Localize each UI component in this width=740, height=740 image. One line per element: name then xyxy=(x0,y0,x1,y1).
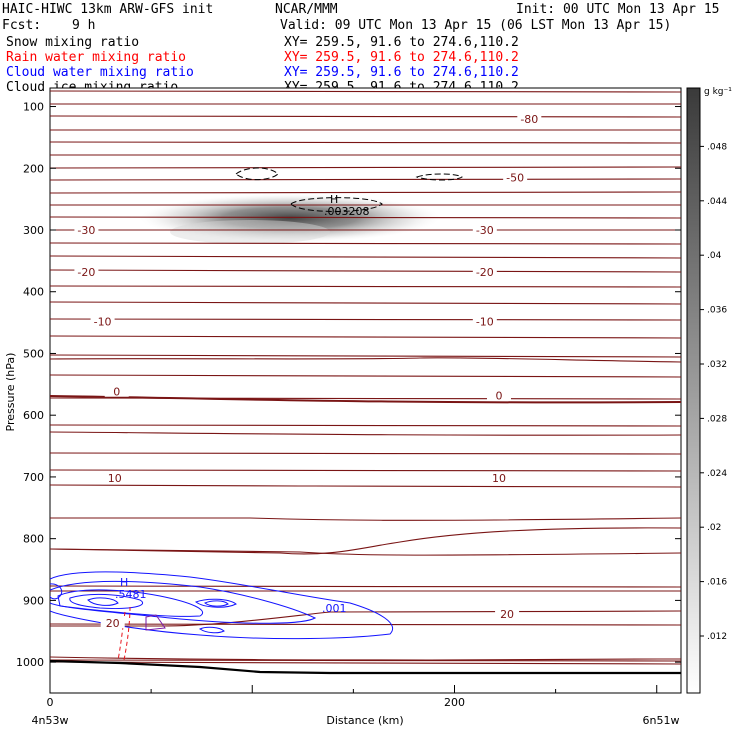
colorbar-ticks: .012 .016 .02 .024 .028 .032 .036 .04 .044 .048 xyxy=(700,142,727,642)
field-label: Rain water mixing ratio xyxy=(6,50,186,65)
temperature-label: 10 xyxy=(492,472,506,485)
colorbar-tick-label: .044 xyxy=(707,197,727,207)
temperature-label: -10 xyxy=(476,315,494,328)
cloud-ice-contours xyxy=(235,167,463,212)
rain-water-contours xyxy=(117,606,131,661)
colorbar-tick-label: .028 xyxy=(707,414,727,424)
x-start-label: 4n53w xyxy=(32,714,69,727)
colorbar-tick-label: .016 xyxy=(707,578,727,588)
temperature-contours xyxy=(50,90,681,662)
valid-time: Valid: 09 UTC Mon 13 Apr 15 (06 LST Mon … xyxy=(280,18,671,33)
temperature-label-bg xyxy=(100,617,125,629)
colorbar-tick-label: .02 xyxy=(707,523,721,533)
y-tick-label: 600 xyxy=(23,409,44,422)
y-tick-label: 1000 xyxy=(16,656,44,669)
colorbar-tick-label: .04 xyxy=(707,251,722,261)
field-label: Snow mixing ratio xyxy=(6,35,139,50)
y-tick-label: 300 xyxy=(23,224,44,237)
isotherm-low-3 xyxy=(50,610,681,627)
temperature-label: -30 xyxy=(476,224,494,237)
isotherm-30 xyxy=(50,469,681,472)
y-tick-label: 800 xyxy=(23,533,44,546)
isotherm-0 xyxy=(50,395,681,404)
colorbar-tick-label: .012 xyxy=(707,632,727,642)
model-title: HAIC-HIWC 13km ARW-GFS init xyxy=(2,2,213,17)
temperature-label-bg xyxy=(486,389,511,401)
temperature-label: -80 xyxy=(520,113,538,126)
x-axis-ticks: 0 200 xyxy=(47,685,658,709)
temperature-label-bg xyxy=(517,112,542,124)
init-time: Init: 00 UTC Mon 13 Apr 15 xyxy=(516,2,720,17)
x-tick-label: 200 xyxy=(444,696,465,709)
temperature-label-bg xyxy=(102,472,127,484)
temperature-label-bg xyxy=(74,223,99,235)
isotherm-10 xyxy=(50,357,681,363)
isotherm-low-4 xyxy=(50,656,681,661)
field-legend: Snow mixing ratio XY= 259.5, 91.6 to 274.… xyxy=(6,35,519,95)
colorbar xyxy=(686,87,701,694)
temperature-label: 0 xyxy=(113,386,120,399)
field-label: Cloud water mixing ratio xyxy=(6,65,194,80)
temperature-label: 10 xyxy=(108,472,122,485)
temperature-label: 20 xyxy=(106,617,120,630)
isotherm-surface xyxy=(50,661,681,665)
colorbar-tick-label: .024 xyxy=(707,469,727,479)
temperature-label: -30 xyxy=(77,224,95,237)
snow-shading-halo xyxy=(170,220,330,244)
org-label: NCAR/MMM xyxy=(275,2,338,17)
colorbar-tick-label: .032 xyxy=(707,360,727,370)
fcst-value: 9 h xyxy=(72,18,95,33)
field-xy: XY= 259.5, 91.6 to 274.6,110.2 xyxy=(284,50,519,65)
temperature-label-bg xyxy=(90,315,115,327)
cloud-ice-max-value: .003208 xyxy=(324,205,370,218)
x-axis-label: Distance (km) xyxy=(326,714,403,727)
y-axis-label: Pressure (hPa) xyxy=(4,353,17,432)
temperature-label: -20 xyxy=(476,266,494,279)
field-xy: XY= 259.5, 91.6 to 274.6,110.2 xyxy=(284,35,519,50)
cloud-water-contour-label: .001 xyxy=(322,602,347,615)
temperature-label-bg xyxy=(472,265,497,277)
colorbar-tick-label: .036 xyxy=(707,306,727,316)
cloud-water-max-value: .5481 xyxy=(115,588,147,601)
fcst-label: Fcst: xyxy=(2,18,41,33)
isotherm-low-1 xyxy=(50,527,681,555)
temperature-label-bg xyxy=(104,385,129,397)
temperature-label-bg xyxy=(495,607,520,619)
y-tick-label: 400 xyxy=(23,286,44,299)
temperature-label: -20 xyxy=(77,266,95,279)
temperature-label-bg xyxy=(74,265,99,277)
field-xy: XY= 259.5, 91.6 to 274.6,110.2 xyxy=(284,65,519,80)
cloud-ice-max-marker: H xyxy=(330,193,338,206)
temperature-label-bg xyxy=(472,223,497,235)
rain-marker xyxy=(145,614,166,631)
colorbar-tick-label: .048 xyxy=(707,142,727,152)
x-tick-label: 0 xyxy=(47,696,54,709)
y-tick-label: 900 xyxy=(23,594,44,607)
isotherm-20 xyxy=(50,431,681,436)
terrain-line xyxy=(50,659,681,675)
y-tick-label: 200 xyxy=(23,162,44,175)
plot-frame xyxy=(49,87,682,694)
temperature-label-bg xyxy=(503,171,528,183)
y-tick-label: 700 xyxy=(23,471,44,484)
temperature-label-bg xyxy=(472,315,497,327)
y-tick-label: 500 xyxy=(23,347,44,360)
colorbar-unit: g kg⁻¹ xyxy=(704,87,732,97)
y-tick-label: 100 xyxy=(23,101,44,114)
temperature-label: -10 xyxy=(94,315,112,328)
cloud-water-contours xyxy=(50,571,393,640)
cloud-water-max-marker: H xyxy=(120,576,128,589)
temperature-label: 20 xyxy=(500,608,514,621)
x-end-label: 6n51w xyxy=(643,714,680,727)
temperature-label: -50 xyxy=(506,172,524,185)
temperature-labels: -80 -50 -30 -30 -20 -20 -10 -10 0 0 10 10 20 20 xyxy=(74,112,542,630)
temperature-label-bg xyxy=(486,472,511,484)
temperature-label: 0 xyxy=(495,389,502,402)
